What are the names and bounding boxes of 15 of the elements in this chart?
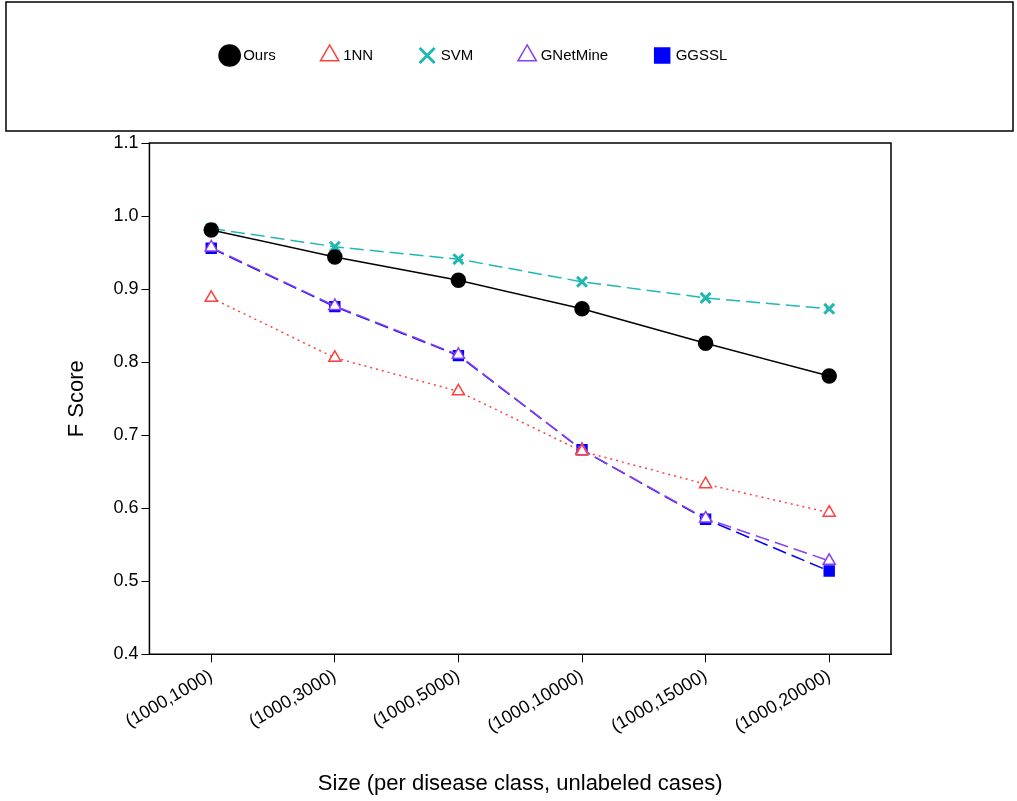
y-tick-label: 0.5 — [113, 570, 139, 591]
y-tick-label: 0.4 — [113, 643, 139, 664]
legend-label: GNetMine — [540, 45, 609, 63]
legend-label: Ours — [243, 45, 276, 63]
y-tick-label: 1.0 — [113, 205, 139, 226]
y-tick-label: 0.8 — [113, 351, 139, 372]
y-tick-label: 0.7 — [113, 424, 139, 445]
y-axis-title: F Score — [63, 360, 89, 438]
y-tick-label: 1.1 — [113, 131, 139, 152]
y-tick-label: 0.9 — [113, 278, 139, 299]
x-axis-title: Size (per disease class, unlabeled cases) — [317, 769, 723, 795]
legend-label: SVM — [440, 45, 474, 63]
legend-label: GGSSL — [675, 45, 728, 63]
legend-label: 1NN — [343, 45, 374, 63]
y-tick-label: 0.6 — [113, 497, 139, 518]
